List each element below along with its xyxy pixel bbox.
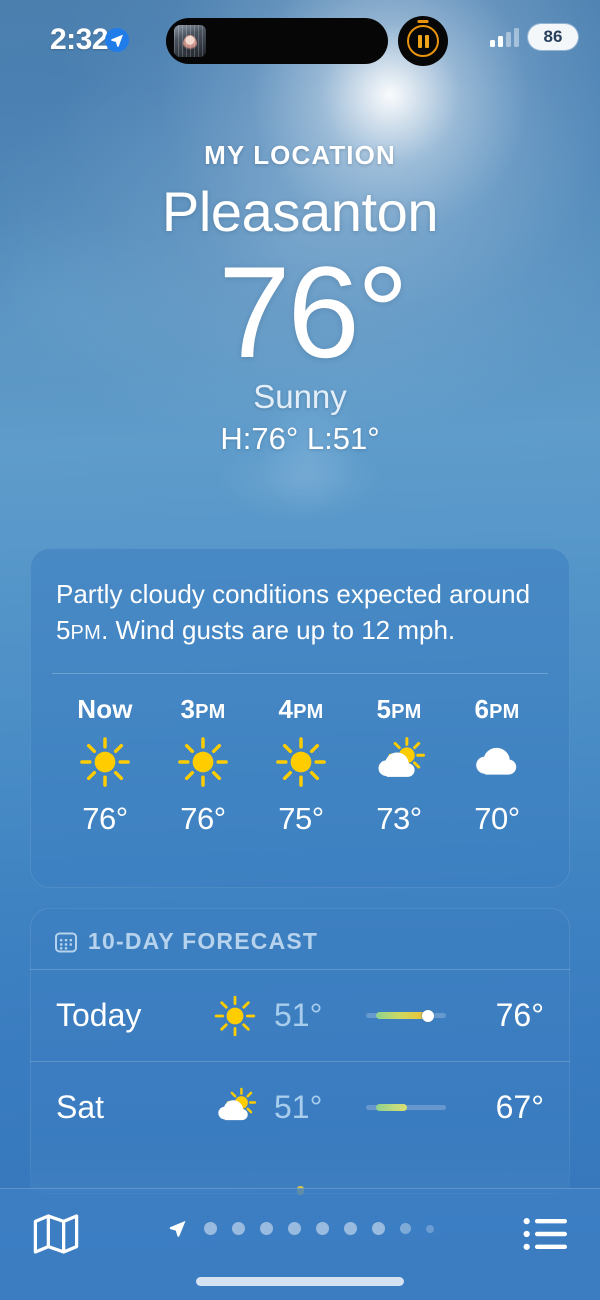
sun-icon	[196, 994, 274, 1038]
temperature-range-bar	[366, 1104, 452, 1111]
hour-label: Now	[77, 694, 133, 724]
forecast-summary-text: Partly cloudy conditions expected around…	[30, 548, 570, 673]
page-dot[interactable]	[204, 1222, 217, 1235]
hourly-forecast-item[interactable]: 7P 67	[546, 694, 570, 837]
page-dot[interactable]	[288, 1222, 301, 1235]
current-temperature: 76°	[218, 239, 409, 386]
hour-temperature: 75°	[278, 801, 324, 836]
home-indicator	[196, 1277, 404, 1286]
day-high-temperature: 76°	[495, 997, 544, 1033]
cellular-signal-icon	[490, 27, 519, 47]
ten-day-forecast-header: 10-DAY FORECAST	[30, 908, 570, 955]
hourly-forecast-item[interactable]: 5PM 73°	[350, 694, 448, 837]
hourly-forecast-card[interactable]: Partly cloudy conditions expected around…	[30, 548, 570, 888]
page-dot[interactable]	[400, 1223, 411, 1234]
page-dot[interactable]	[344, 1222, 357, 1235]
page-dot[interactable]	[260, 1222, 273, 1235]
card-divider	[52, 673, 548, 674]
range-bar-fill	[376, 1104, 408, 1111]
hour-label: 6PM	[474, 694, 520, 724]
sun-icon	[154, 731, 252, 793]
high-low-temperature: H:76° L:51°	[220, 421, 380, 457]
hour-label: 3PM	[180, 694, 226, 724]
hour-temperature: 76°	[180, 801, 226, 836]
range-bar-fill	[376, 1012, 428, 1019]
current-temp-dot	[421, 1009, 434, 1022]
temperature-range-bar	[366, 1009, 452, 1022]
current-condition: Sunny	[253, 378, 347, 416]
hour-temperature: 76°	[82, 801, 128, 836]
status-bar-right: 86	[490, 24, 578, 50]
sun-behind-cloud-icon	[196, 1086, 274, 1130]
hour-label: 7P	[546, 694, 570, 725]
bottom-toolbar	[0, 1188, 600, 1300]
location-arrow-icon	[105, 28, 129, 52]
location-arrow-icon[interactable]	[166, 1217, 189, 1240]
ten-day-forecast-title: 10-DAY FORECAST	[88, 928, 319, 954]
day-name: Today	[56, 997, 142, 1033]
sun-behind-cloud-icon	[350, 731, 448, 793]
sun-icon	[56, 731, 154, 793]
card-scroll-fade	[30, 1140, 570, 1192]
hour-label: 5PM	[376, 694, 422, 724]
battery-indicator: 86	[528, 24, 578, 50]
hour-temperature: 70°	[474, 801, 520, 836]
album-artwork-thumbnail[interactable]	[174, 25, 206, 57]
hour-label: 4PM	[278, 694, 324, 724]
calendar-icon	[55, 932, 77, 952]
hourly-forecast-item[interactable]: Now 76°	[56, 694, 154, 837]
summary-text-part1: Partly cloudy conditions expected around…	[56, 579, 531, 645]
timer-pause-icon[interactable]	[398, 16, 448, 66]
page-dot[interactable]	[232, 1222, 245, 1235]
hour-temperature: 67	[546, 801, 570, 837]
list-icon[interactable]	[523, 1215, 567, 1253]
day-high-temperature: 67°	[495, 1089, 544, 1125]
summary-text-part2: . Wind gusts are up to 12 mph.	[101, 615, 456, 645]
dynamic-island[interactable]	[166, 18, 388, 64]
day-low-temperature: 51°	[274, 1089, 323, 1125]
city-name: Pleasanton	[161, 180, 439, 243]
summary-ampm: PM	[70, 622, 102, 644]
day-low-temperature: 51°	[274, 997, 323, 1033]
hourly-forecast-item[interactable]: 6PM 70°	[448, 694, 546, 837]
my-location-label: MY LOCATION	[204, 140, 396, 170]
day-name: Sat	[56, 1089, 105, 1125]
weather-header: MY LOCATION Pleasanton 76° Sunny H:76° L…	[0, 0, 600, 457]
status-bar-time: 2:32	[50, 23, 109, 56]
map-icon[interactable]	[33, 1213, 79, 1255]
page-dot[interactable]	[372, 1222, 385, 1235]
daily-forecast-row[interactable]: Sat 51° 67°	[30, 1061, 570, 1153]
sun-icon	[546, 731, 570, 793]
page-indicator[interactable]	[0, 1217, 600, 1240]
hour-temperature: 73°	[376, 801, 422, 836]
sun-icon	[252, 731, 350, 793]
daily-forecast-rows[interactable]: Today 51° 76° Sat 51° 67°	[30, 969, 570, 1153]
cloud-icon	[448, 731, 546, 793]
page-dot[interactable]	[316, 1222, 329, 1235]
status-bar: 2:32 86	[0, 0, 600, 78]
page-dot[interactable]	[426, 1224, 434, 1233]
hourly-forecast-item[interactable]: 3PM 76°	[154, 694, 252, 837]
daily-forecast-row[interactable]: Today 51° 76°	[30, 969, 570, 1061]
hourly-forecast-item[interactable]: 4PM 75°	[252, 694, 350, 837]
hourly-forecast-row[interactable]: Now 76°3PM 76°4PM 75°5PM 73°6PM 70°7P 67	[30, 674, 570, 837]
